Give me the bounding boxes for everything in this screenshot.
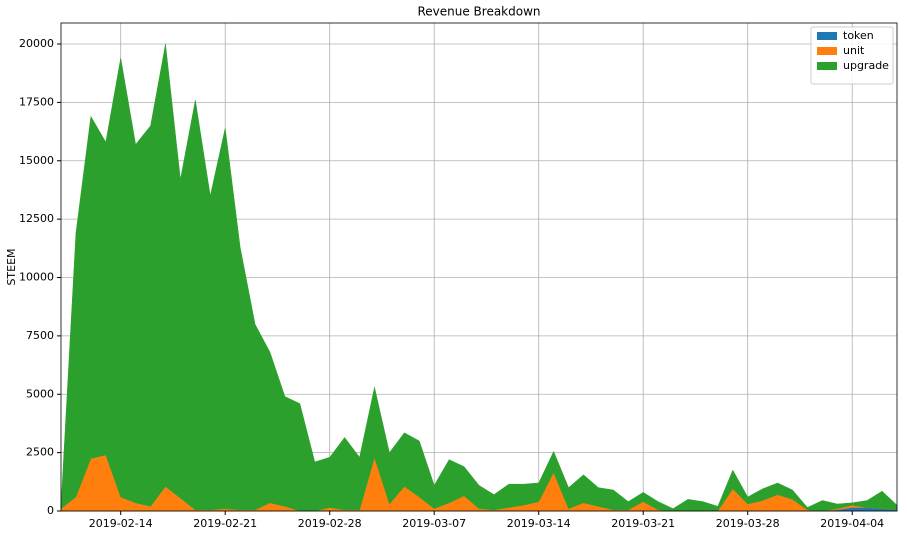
y-tick-label: 5000	[26, 387, 54, 400]
y-tick-label: 12500	[19, 212, 54, 225]
legend: token unit upgrade	[810, 26, 894, 85]
chart-title: Revenue Breakdown	[417, 5, 540, 19]
y-tick-label: 10000	[19, 271, 54, 284]
plot-frame	[60, 22, 898, 512]
x-tick-label: 2019-03-21	[611, 517, 675, 530]
x-tick-label: 2019-04-04	[820, 517, 884, 530]
x-tick-label: 2019-02-28	[298, 517, 362, 530]
x-tick-label: 2019-03-07	[402, 517, 466, 530]
legend-label: upgrade	[843, 59, 889, 72]
y-tick-label: 15000	[19, 154, 54, 167]
legend-swatch	[817, 47, 837, 55]
x-tick-label: 2019-03-14	[507, 517, 571, 530]
y-tick-label: 20000	[19, 37, 54, 50]
x-tick-label: 2019-02-21	[193, 517, 257, 530]
legend-label: token	[843, 29, 874, 42]
y-tick-label: 7500	[26, 329, 54, 342]
legend-label: unit	[843, 44, 865, 57]
y-tick-label: 2500	[26, 446, 54, 459]
y-tick-label: 17500	[19, 95, 54, 108]
x-tick-label: 2019-02-14	[89, 517, 153, 530]
y-axis-label: STEEM	[5, 248, 18, 285]
y-tick-label: 0	[47, 504, 54, 517]
axes: 0 2500 5000 7500 10000 12500 15000 17500 20000 20…	[19, 22, 898, 530]
legend-swatch	[817, 32, 837, 40]
x-tick-label: 2019-03-28	[716, 517, 780, 530]
legend-swatch	[817, 62, 837, 70]
